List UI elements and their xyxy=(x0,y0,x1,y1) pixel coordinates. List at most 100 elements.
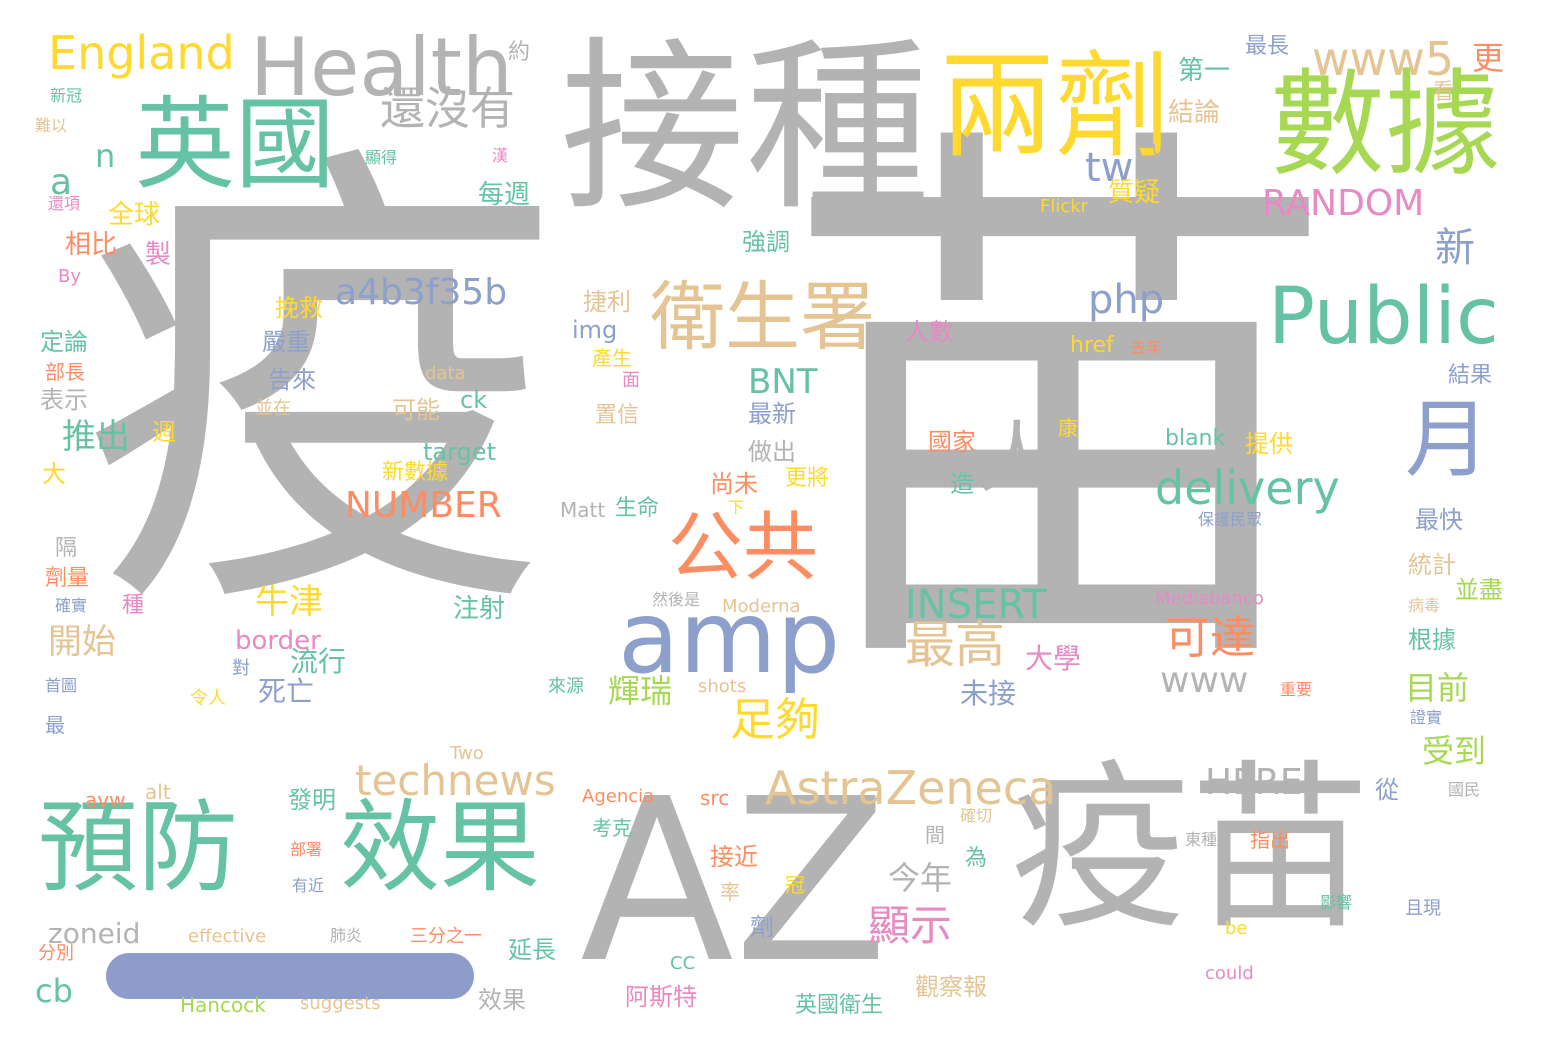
cloud-word: AZ xyxy=(580,751,889,1013)
cloud-word: 康 xyxy=(1058,416,1078,440)
cloud-word: 最長 xyxy=(1245,34,1290,59)
cloud-word: 人數 xyxy=(905,318,953,346)
cloud-word: could xyxy=(1205,963,1254,984)
cloud-word: 接種 xyxy=(560,20,930,236)
cloud-word: Hancock xyxy=(180,993,266,1017)
cloud-word: 肺炎 xyxy=(330,926,363,945)
cloud-word: 受到 xyxy=(1422,732,1487,770)
cloud-word: 隔 xyxy=(55,536,78,561)
cloud-word: 牛津 xyxy=(255,582,323,622)
cloud-word: INSERT xyxy=(905,582,1047,628)
cloud-word: By xyxy=(58,266,82,287)
cloud-word: 更 xyxy=(1472,39,1505,77)
cloud-word: 國民 xyxy=(1448,780,1481,799)
cloud-word: 告來 xyxy=(268,366,316,394)
cloud-word: 對 xyxy=(232,658,250,679)
cloud-word: 效果 xyxy=(340,789,540,906)
cloud-word: 冠 xyxy=(785,873,805,897)
cloud-word: 推出 xyxy=(62,417,130,457)
cloud-word: effective xyxy=(188,926,267,947)
cloud-word: 第一 xyxy=(1178,56,1231,86)
cloud-word: NUMBER xyxy=(345,485,502,526)
cloud-word: 注射 xyxy=(453,594,506,624)
cloud-word: alt xyxy=(145,780,171,804)
cloud-word: 漢 xyxy=(492,146,509,165)
cloud-word: 結果 xyxy=(1448,363,1493,388)
cloud-word: a xyxy=(50,162,73,203)
cloud-word: 英國 xyxy=(135,86,335,203)
cloud-word: border xyxy=(235,626,321,656)
cloud-word: 證實 xyxy=(1410,708,1443,727)
cloud-word: 流行 xyxy=(290,645,347,678)
cloud-word: 威脅 xyxy=(448,418,481,437)
cloud-word: 表示 xyxy=(40,386,88,414)
cloud-word: 足夠 xyxy=(730,693,821,746)
cloud-word: 有近 xyxy=(292,876,325,895)
cloud-word: 顯得 xyxy=(365,148,398,167)
cloud-word: 指出 xyxy=(1250,828,1290,852)
cloud-word: src xyxy=(700,786,730,810)
cloud-word: 令人 xyxy=(190,688,226,709)
cloud-word: Public xyxy=(1268,272,1499,362)
cloud-word: 生命 xyxy=(615,496,660,521)
cloud-word: 目前 xyxy=(1405,669,1470,707)
cloud-word: www5 xyxy=(1312,32,1455,86)
cloud-word: technews xyxy=(355,756,556,805)
cloud-word: 三分之一 xyxy=(410,926,482,947)
cloud-word: zoneid xyxy=(48,917,141,950)
cloud-word: 東種 xyxy=(1185,830,1218,849)
cloud-word: 輝瑞 xyxy=(608,672,673,710)
cloud-word: Flickr xyxy=(1040,196,1089,217)
cloud-word: suggests xyxy=(300,993,381,1014)
cloud-word: ck xyxy=(460,386,488,414)
cloud-word: 英國衛生 xyxy=(795,993,884,1018)
cloud-word: 分別 xyxy=(38,943,74,964)
cloud-word: avw xyxy=(85,788,126,812)
cloud-word: 更將 xyxy=(785,466,830,491)
cloud-word: 部長 xyxy=(45,360,85,384)
cloud-word: 劑量 xyxy=(45,566,90,591)
cloud-word: be xyxy=(1225,918,1248,939)
cloud-word: 統計 xyxy=(1408,551,1456,579)
cloud-word: 兩劑 xyxy=(940,40,1171,174)
cloud-word: 重要 xyxy=(1280,680,1313,699)
cloud-word: 公共 xyxy=(668,503,819,591)
cloud-word: www xyxy=(1160,660,1249,701)
cloud-word: UK xyxy=(1152,140,1175,159)
cloud-word: 效果 xyxy=(478,986,526,1014)
cloud-word: 確實 xyxy=(55,596,88,615)
cloud-word: 預防 xyxy=(38,789,238,906)
cloud-word: 質疑 xyxy=(1108,178,1161,208)
cloud-word: 最快 xyxy=(1415,506,1463,534)
cloud-word: HERE xyxy=(1205,762,1303,803)
cloud-word: Two xyxy=(450,743,484,764)
dash-mark xyxy=(106,953,474,999)
cloud-word: 做出 xyxy=(748,438,796,466)
cloud-word: 製 xyxy=(145,240,172,270)
cloud-word: Moderna xyxy=(722,596,801,617)
cloud-word: 並盡 xyxy=(1455,576,1503,604)
cloud-word: 新數據 xyxy=(382,460,449,485)
cloud-word: CC xyxy=(670,953,696,974)
cloud-word: 提供 xyxy=(1245,430,1293,458)
cloud-word: delivery xyxy=(1155,461,1340,515)
cloud-word: Mediabanco xyxy=(1155,588,1264,609)
cloud-word: 疫苗 xyxy=(1010,745,1371,954)
cloud-word: 顯示 xyxy=(868,901,953,950)
cloud-word: 產生 xyxy=(592,346,632,370)
cloud-word: 今年 xyxy=(888,859,953,897)
cloud-word: 週 xyxy=(152,418,176,446)
cloud-word: target xyxy=(423,438,496,466)
cloud-word: 每週 xyxy=(478,180,531,210)
cloud-word: 可達 xyxy=(1165,611,1256,664)
cloud-word: 捷利 xyxy=(583,288,631,316)
cloud-word: 間 xyxy=(925,823,945,847)
cloud-word: php xyxy=(1088,277,1165,323)
cloud-word: 未接 xyxy=(960,677,1017,710)
cloud-word: 大學 xyxy=(1025,642,1082,675)
cloud-word: 發明 xyxy=(288,786,336,814)
cloud-word: 下 xyxy=(728,498,745,517)
cloud-word: Health xyxy=(250,21,513,114)
cloud-word: 考克 xyxy=(592,816,632,840)
